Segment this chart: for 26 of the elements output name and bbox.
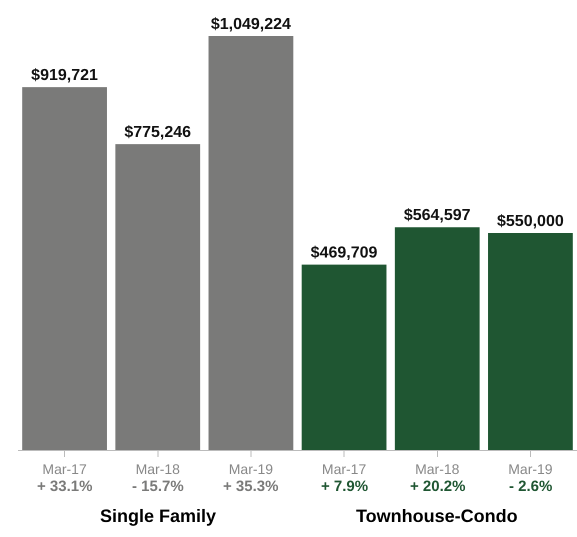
x-tick-label: Mar-17 xyxy=(42,460,87,477)
data-label: $919,721 xyxy=(31,67,98,84)
bar xyxy=(115,144,200,450)
data-label: $469,709 xyxy=(310,244,378,262)
text: - 2.6% xyxy=(509,478,552,495)
text: + 20.2% xyxy=(410,478,466,495)
text: + 7.9% xyxy=(321,478,368,495)
bar xyxy=(394,227,480,450)
bar xyxy=(22,87,107,450)
x-tick-label: Mar-19 xyxy=(508,460,553,477)
bar xyxy=(302,264,386,450)
data-label: $1,049,224 xyxy=(210,16,292,33)
data-label: $564,597 xyxy=(404,207,471,224)
text: + 33.1% xyxy=(37,478,92,495)
x-tick-label: Mar-18 xyxy=(415,460,460,477)
bar xyxy=(208,36,294,450)
text: Townhouse-Condo xyxy=(356,506,518,526)
x-tick-label: Mar-18 xyxy=(136,460,180,477)
text: Single Family xyxy=(100,506,216,526)
x-tick-label: Mar-17 xyxy=(322,460,366,477)
bar xyxy=(488,232,573,450)
text: + 35.3% xyxy=(223,478,278,495)
x-tick-label: Mar-19 xyxy=(228,460,274,477)
data-label: $775,246 xyxy=(124,124,192,142)
text: - 15.7% xyxy=(132,478,184,495)
data-label: $550,000 xyxy=(497,212,564,230)
